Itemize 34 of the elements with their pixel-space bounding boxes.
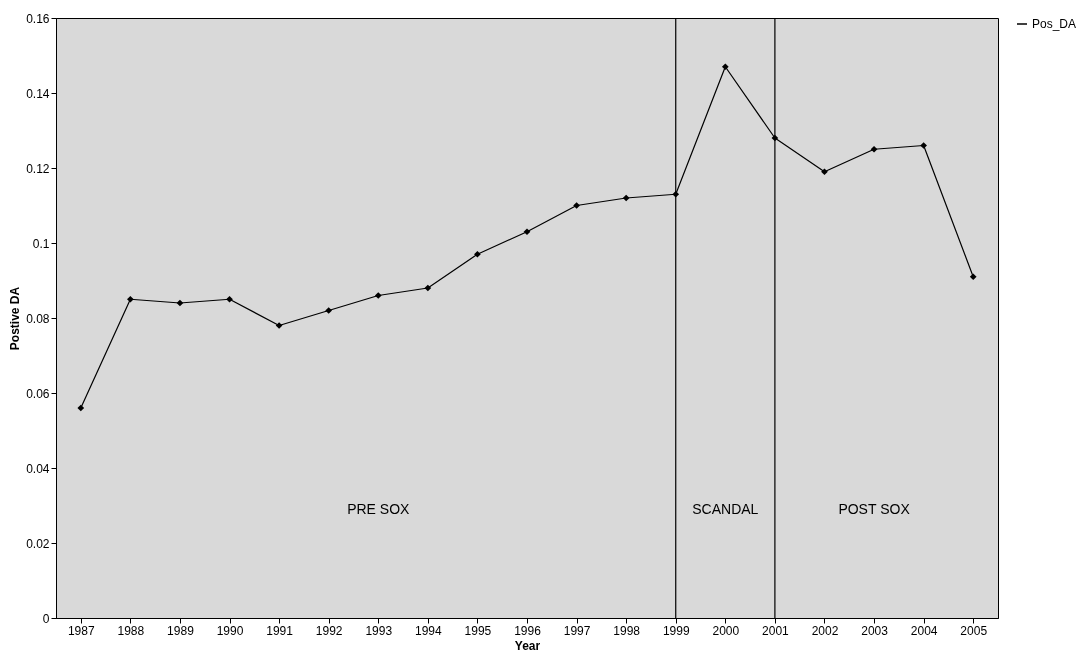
y-tick-label: 0.08: [26, 311, 50, 326]
y-tick-label: 0.04: [26, 461, 50, 476]
x-tick-label: 1988: [117, 623, 145, 638]
x-tick-label: 1987: [67, 623, 95, 638]
legend-label: Pos_DA: [1032, 17, 1077, 31]
y-tick-label: 0.14: [26, 86, 50, 101]
x-tick-label: 1994: [414, 623, 443, 638]
x-tick-label: 1997: [563, 623, 591, 638]
x-tick-label: 2001: [762, 623, 790, 638]
x-tick-label: 1993: [365, 623, 393, 638]
x-tick-label: 1991: [266, 623, 294, 638]
x-tick-label: 2000: [712, 623, 740, 638]
x-tick-label: 1999: [662, 623, 690, 638]
x-tick-label: 1998: [613, 623, 641, 638]
annotation: SCANDAL: [692, 501, 759, 517]
annotation: PRE SOX: [347, 501, 411, 517]
x-tick-label: 1992: [315, 623, 343, 638]
y-tick-label: 0.1: [32, 236, 50, 251]
x-tick-label: 1995: [464, 623, 492, 638]
x-tick-label: 2002: [811, 623, 839, 638]
y-tick-label: 0.16: [26, 11, 50, 26]
x-axis-title: Year: [514, 638, 541, 653]
y-tick-label: 0.12: [26, 161, 50, 176]
x-tick-label: 2005: [960, 623, 988, 638]
annotation: POST SOX: [838, 501, 911, 517]
x-tick-label: 1989: [167, 623, 195, 638]
y-tick-label: 0.02: [26, 536, 50, 551]
x-tick-label: 1996: [514, 623, 542, 638]
x-tick-label: 2003: [861, 623, 889, 638]
y-tick-label: 0: [42, 611, 50, 626]
y-tick-label: 0.06: [26, 386, 50, 401]
y-axis-title: Postive DA: [8, 286, 23, 351]
x-tick-label: 2004: [910, 623, 938, 638]
x-tick-label: 1990: [216, 623, 244, 638]
